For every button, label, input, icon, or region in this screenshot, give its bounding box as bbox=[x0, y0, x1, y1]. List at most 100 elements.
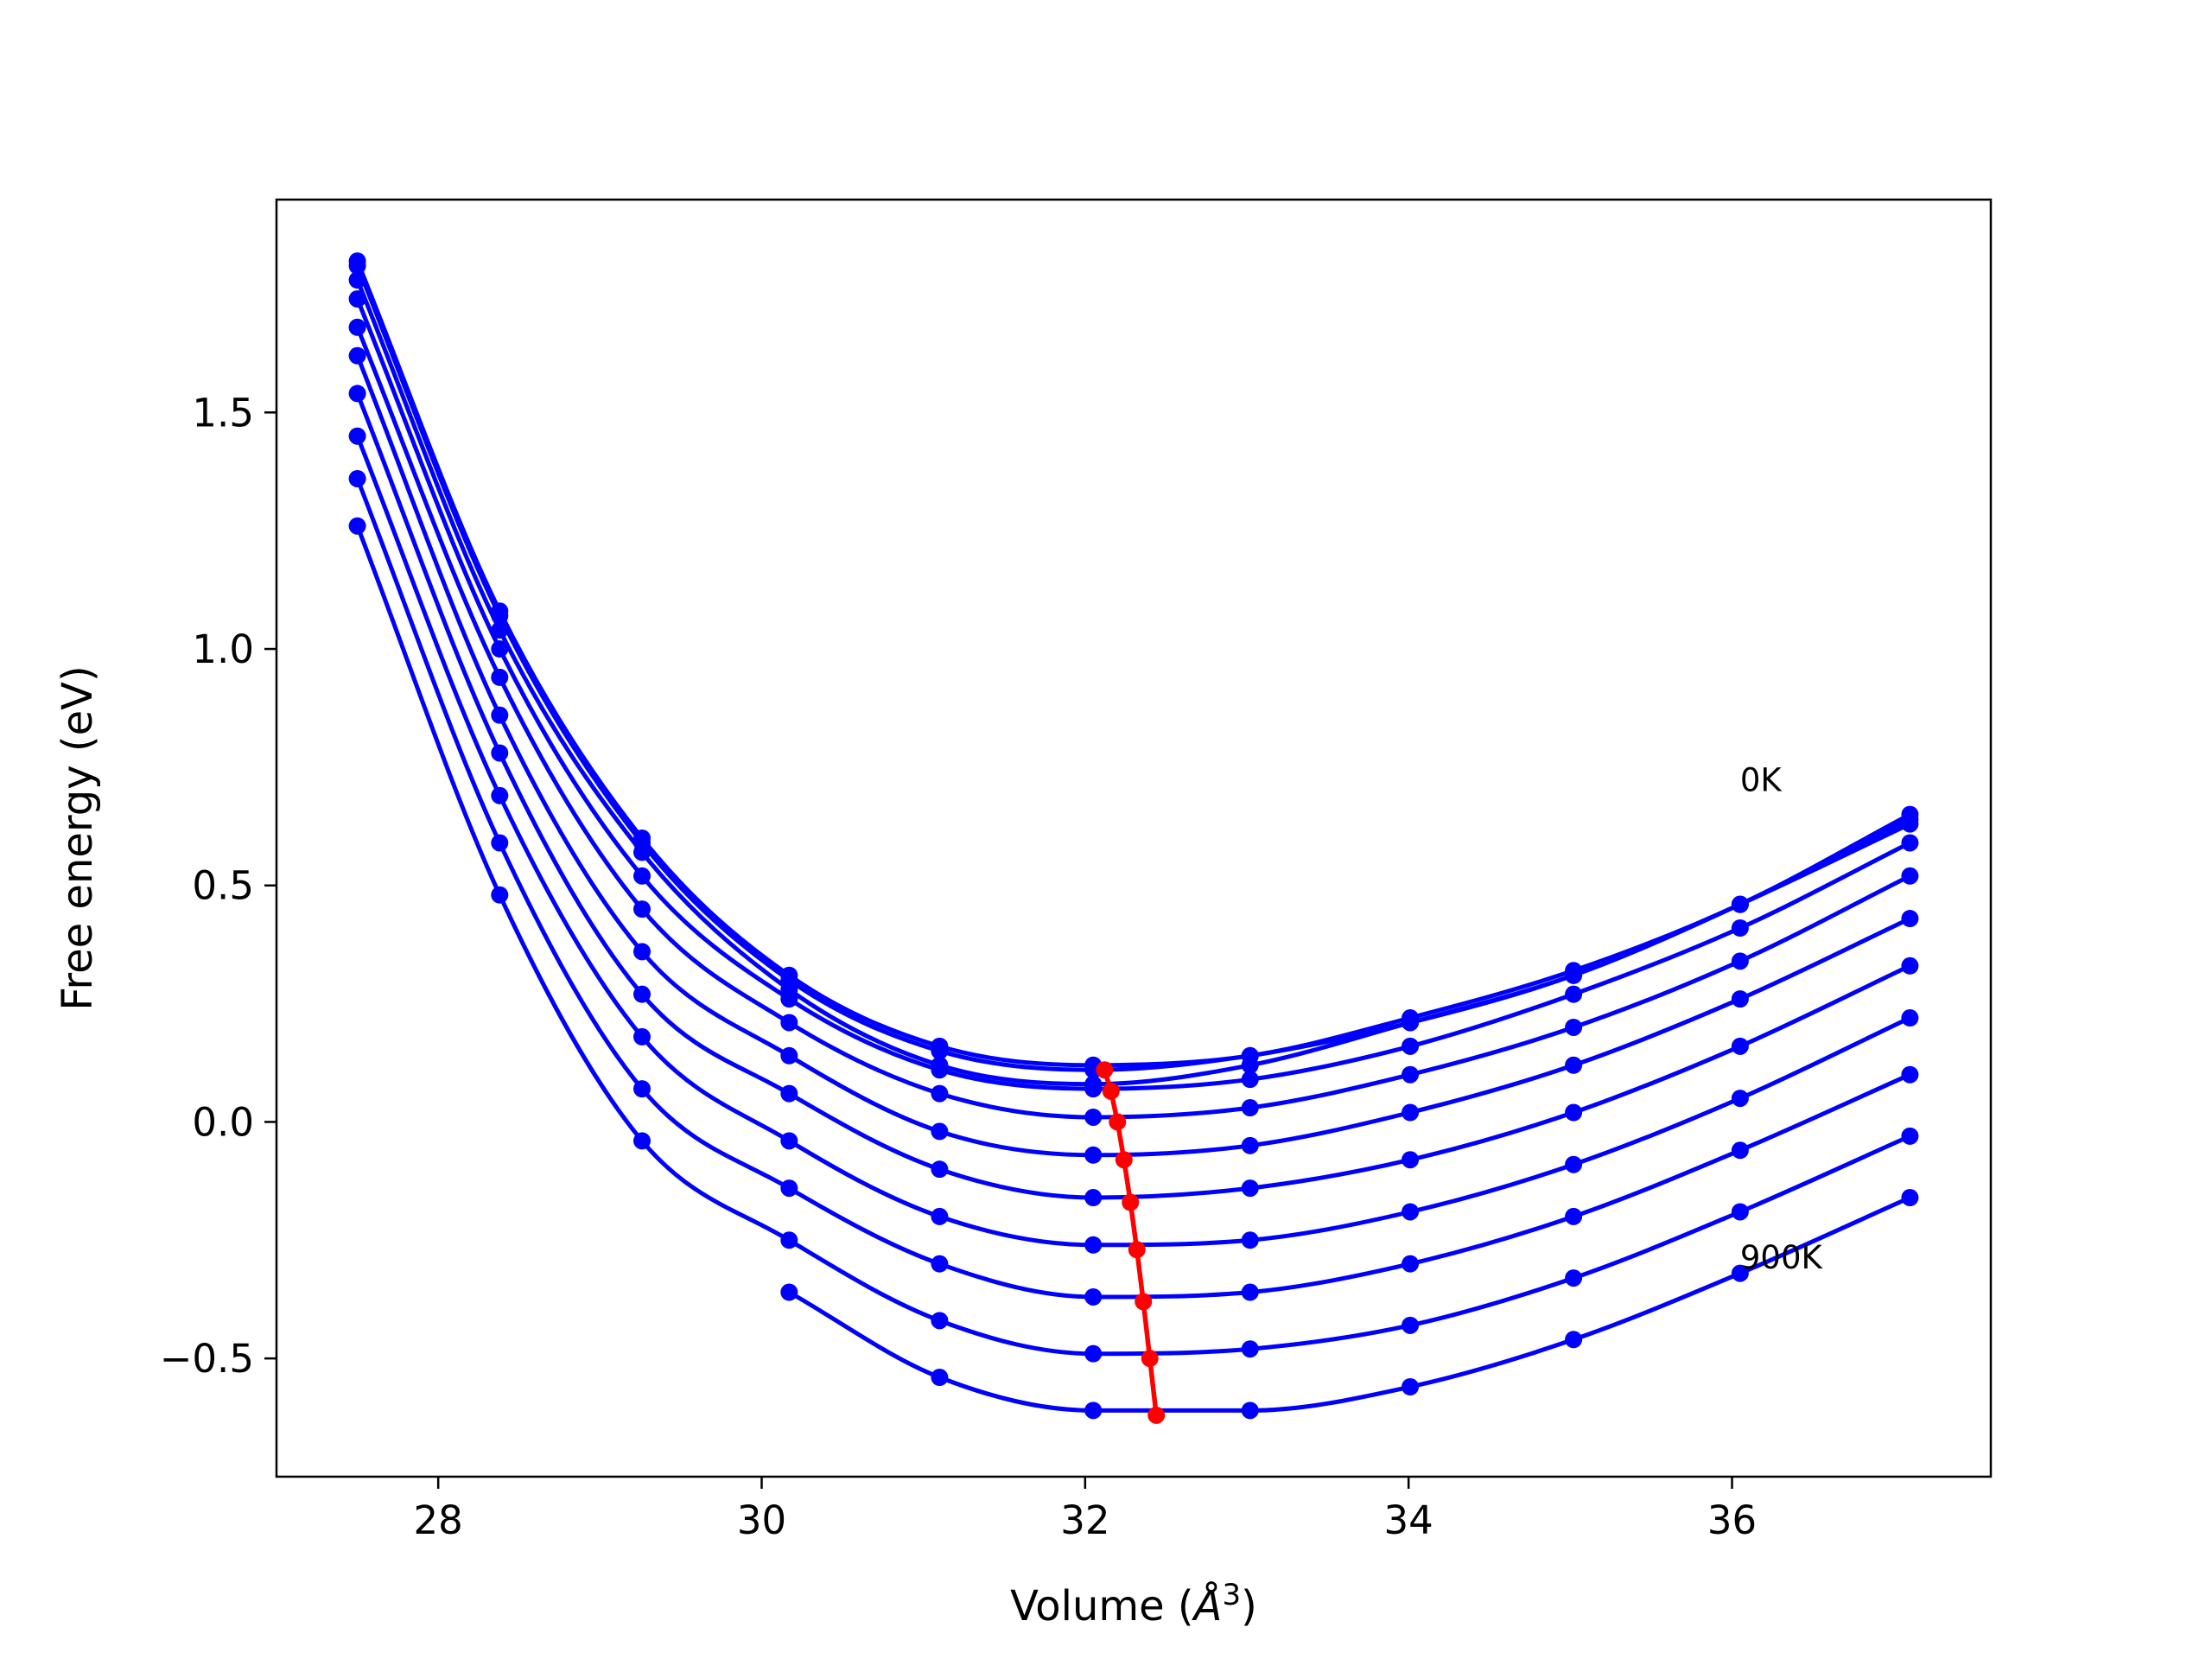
data-point bbox=[1241, 1179, 1259, 1198]
data-point bbox=[1901, 1009, 1919, 1027]
data-point bbox=[1084, 1236, 1103, 1254]
data-point bbox=[1731, 952, 1749, 970]
data-point bbox=[491, 886, 509, 904]
plot-frame bbox=[275, 198, 1993, 1478]
data-point bbox=[1402, 1151, 1420, 1169]
data-point bbox=[1241, 1231, 1259, 1249]
data-point bbox=[780, 990, 798, 1008]
data-point bbox=[1901, 957, 1919, 975]
data-point bbox=[491, 621, 509, 639]
data-point bbox=[1241, 1099, 1259, 1117]
data-point bbox=[780, 1014, 798, 1032]
data-point bbox=[491, 744, 509, 762]
data-point bbox=[1402, 1377, 1420, 1395]
data-point bbox=[491, 786, 509, 804]
data-point bbox=[1241, 1056, 1259, 1074]
data-point bbox=[931, 1369, 949, 1387]
data-point bbox=[1731, 919, 1749, 938]
series-line bbox=[355, 435, 1911, 1248]
y-tick-label: −0.5 bbox=[160, 1336, 254, 1382]
minimum-point bbox=[1102, 1082, 1120, 1100]
series-line bbox=[355, 354, 1911, 1158]
annotations: 0K 900K bbox=[1740, 761, 1824, 1276]
data-point bbox=[780, 1179, 798, 1198]
data-point bbox=[633, 985, 652, 1003]
data-point bbox=[1241, 1340, 1259, 1358]
data-point bbox=[1402, 1203, 1420, 1221]
data-point bbox=[348, 289, 366, 308]
data-point bbox=[1084, 1080, 1103, 1098]
minimum-point bbox=[1115, 1151, 1133, 1169]
data-point bbox=[348, 385, 366, 403]
data-point bbox=[348, 257, 366, 275]
data-point bbox=[931, 1160, 949, 1179]
series-line bbox=[788, 1195, 1911, 1413]
data-point bbox=[1731, 1090, 1749, 1108]
data-point bbox=[1084, 1108, 1103, 1126]
data-point bbox=[1402, 1037, 1420, 1055]
data-point bbox=[1565, 1103, 1583, 1122]
data-point bbox=[931, 1207, 949, 1225]
x-tick-label: 34 bbox=[1384, 1497, 1433, 1543]
series-line bbox=[355, 279, 1911, 1087]
data-point bbox=[1402, 1065, 1420, 1084]
series-line bbox=[355, 326, 1911, 1120]
minimum-point bbox=[1147, 1406, 1166, 1424]
data-point bbox=[633, 943, 652, 961]
data-point bbox=[1565, 966, 1583, 984]
data-point bbox=[1084, 1189, 1103, 1207]
data-point bbox=[348, 427, 366, 445]
data-point bbox=[633, 1080, 652, 1098]
data-point bbox=[1084, 1402, 1103, 1420]
data-point bbox=[1901, 910, 1919, 928]
data-point bbox=[633, 843, 652, 861]
data-point bbox=[1565, 985, 1583, 1003]
data-point bbox=[1402, 1014, 1420, 1032]
data-point bbox=[633, 900, 652, 918]
series-line bbox=[355, 260, 1911, 1068]
data-point bbox=[1084, 1287, 1103, 1306]
minimum-point bbox=[1122, 1193, 1140, 1211]
data-point bbox=[491, 706, 509, 724]
data-point bbox=[780, 1132, 798, 1150]
data-point bbox=[931, 1255, 949, 1273]
data-point bbox=[931, 1061, 949, 1079]
data-point bbox=[1565, 1155, 1583, 1173]
data-point bbox=[780, 1283, 798, 1301]
minimum-point bbox=[1141, 1350, 1159, 1368]
data-point bbox=[1731, 1203, 1749, 1221]
data-point bbox=[931, 1312, 949, 1330]
data-point bbox=[348, 517, 366, 535]
data-point bbox=[1731, 1037, 1749, 1055]
x-tick-label: 32 bbox=[1060, 1497, 1109, 1543]
data-point bbox=[780, 1231, 798, 1249]
data-point bbox=[1565, 1018, 1583, 1036]
series-line bbox=[355, 478, 1911, 1300]
data-point bbox=[780, 1046, 798, 1065]
minimum-point bbox=[1128, 1241, 1146, 1259]
data-point bbox=[633, 1027, 652, 1046]
data-point bbox=[1084, 1146, 1103, 1164]
data-point bbox=[931, 1122, 949, 1141]
y-axis-label: Free energy (eV) bbox=[54, 665, 102, 1010]
data-point bbox=[780, 1084, 798, 1103]
data-point bbox=[491, 668, 509, 686]
data-point bbox=[1241, 1402, 1259, 1420]
series-line bbox=[355, 392, 1911, 1200]
data-point bbox=[633, 867, 652, 885]
data-point bbox=[1731, 895, 1749, 913]
data-point bbox=[1901, 834, 1919, 852]
minimum-point bbox=[1096, 1061, 1114, 1079]
data-point bbox=[1901, 1127, 1919, 1145]
data-point bbox=[1565, 1269, 1583, 1287]
data-point bbox=[348, 271, 366, 289]
data-point bbox=[1402, 1103, 1420, 1122]
data-point bbox=[1565, 1331, 1583, 1349]
data-point bbox=[1565, 1207, 1583, 1225]
temperature-label: 900K bbox=[1740, 1239, 1824, 1276]
data-point bbox=[1402, 1255, 1420, 1273]
minimum-point bbox=[1109, 1113, 1127, 1131]
y-tick-label: 1.5 bbox=[192, 390, 254, 435]
data-point bbox=[1731, 1141, 1749, 1160]
